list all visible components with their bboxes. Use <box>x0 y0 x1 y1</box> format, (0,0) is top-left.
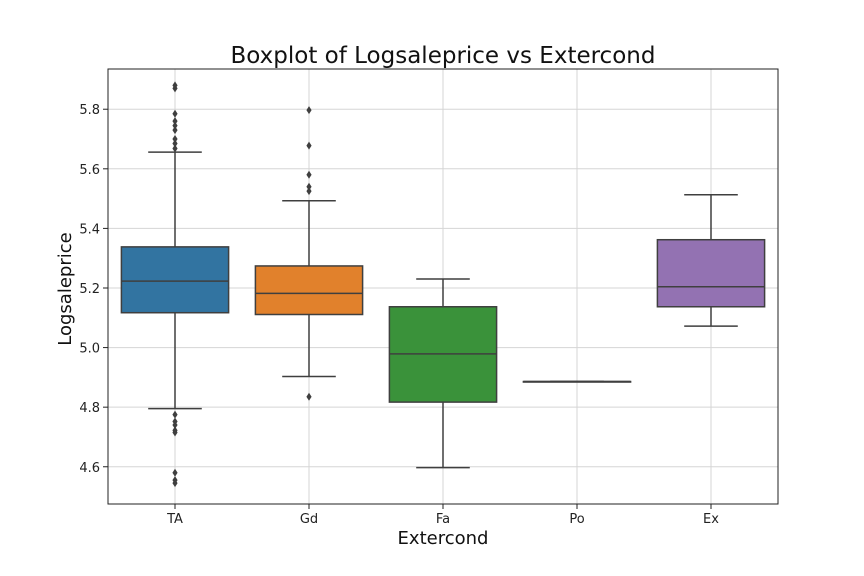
outlier-point <box>172 144 178 153</box>
outlier-point <box>172 421 178 430</box>
outlier-point <box>172 139 178 148</box>
outlier-point <box>306 141 312 150</box>
x-axis-title: Extercond <box>398 528 489 549</box>
outlier-point <box>172 479 178 488</box>
outlier-point <box>306 392 312 401</box>
outlier-point <box>172 121 178 130</box>
y-tick-label: 5.2 <box>79 282 100 297</box>
y-tick-label: 5.4 <box>79 222 100 237</box>
y-tick-label: 4.8 <box>79 401 100 416</box>
outlier-point <box>306 170 312 179</box>
outlier-point <box>306 187 312 196</box>
y-tick-label: 5.6 <box>79 163 100 178</box>
outlier-point <box>172 410 178 419</box>
box-group-ex <box>656 193 766 327</box>
x-tick-label: Po <box>569 512 584 527</box>
x-tick-label: Gd <box>300 512 318 527</box>
outlier-point <box>172 135 178 144</box>
box <box>120 246 230 314</box>
outlier-point <box>172 117 178 126</box>
y-axis-title: Logsaleprice <box>55 232 76 345</box>
outlier-point <box>172 109 178 118</box>
y-tick-label: 5.0 <box>79 342 100 357</box>
outlier-point <box>172 126 178 135</box>
outlier-point <box>306 182 312 191</box>
x-tick-label: Ex <box>703 512 719 527</box>
box-group-po <box>522 380 632 383</box>
outlier-point <box>172 81 178 90</box>
outlier-point <box>172 468 178 477</box>
outlier-point <box>172 428 178 437</box>
box <box>656 238 766 308</box>
x-tick-label: Fa <box>436 512 450 527</box>
box-group-fa <box>388 278 498 469</box>
plot-area: 4.6 4.8 5.0 5.2 5.4 5.6 5.8 TA Gd Fa Po Ex <box>79 68 779 527</box>
y-tick-label: 5.8 <box>79 103 100 118</box>
box <box>254 265 364 316</box>
x-tick-label: TA <box>166 512 183 527</box>
chart-title: Boxplot of Logsaleprice vs Extercond <box>231 43 656 69</box>
box-group-ta <box>120 81 230 488</box>
outlier-point <box>306 106 312 115</box>
box-group-gd <box>254 106 364 401</box>
y-tick-label: 4.6 <box>79 461 100 476</box>
